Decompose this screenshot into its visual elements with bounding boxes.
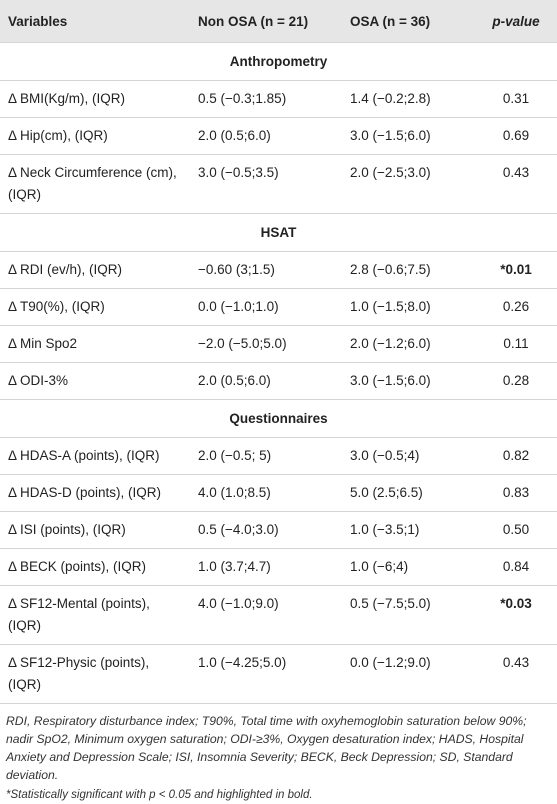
value-cell: 0.82 — [475, 437, 557, 475]
variable-cell: Δ BECK (points), (IQR) — [0, 548, 190, 586]
variable-cell: Δ ISI (points), (IQR) — [0, 511, 190, 549]
value-cell: 0.5 (−4.0;3.0) — [190, 511, 342, 549]
value-cell: 0.43 — [475, 154, 557, 214]
value-cell: 0.28 — [475, 362, 557, 400]
value-cell: 2.0 (−0.5; 5) — [190, 437, 342, 475]
value-cell: 2.0 (−1.2;6.0) — [342, 325, 475, 363]
value-cell: −0.60 (3;1.5) — [190, 251, 342, 289]
value-cell: 1.0 (−3.5;1) — [342, 511, 475, 549]
value-cell: *0.01 — [475, 251, 557, 289]
data-row: Δ HDAS-A (points), (IQR) 2.0 (−0.5; 5) 3.0… — [0, 437, 557, 475]
value-cell: 0.69 — [475, 117, 557, 155]
value-cell: 3.0 (−0.5;4) — [342, 437, 475, 475]
variable-cell: Δ ODI-3% — [0, 362, 190, 400]
section-title: Anthropometry — [0, 42, 557, 81]
data-row: Δ SF12-Physic (points), (IQR) 1.0 (−4.25;… — [0, 644, 557, 704]
data-row: Δ Min Spo2 −2.0 (−5.0;5.0) 2.0 (−1.2;6.0) 0… — [0, 325, 557, 363]
value-cell: 2.0 (0.5;6.0) — [190, 362, 342, 400]
value-cell: 0.84 — [475, 548, 557, 586]
variable-cell: Δ HDAS-D (points), (IQR) — [0, 474, 190, 512]
value-cell: 0.83 — [475, 474, 557, 512]
value-cell: 1.0 (−6;4) — [342, 548, 475, 586]
value-cell: *0.03 — [475, 585, 557, 645]
header-cell: Variables — [0, 0, 190, 43]
data-row: Δ BECK (points), (IQR) 1.0 (3.7;4.7) 1.0 (… — [0, 548, 557, 586]
data-row: Δ HDAS-D (points), (IQR) 4.0 (1.0;8.5) 5.0… — [0, 474, 557, 512]
value-cell: 1.0 (−1.5;8.0) — [342, 288, 475, 326]
header-cell: Non OSA (n = 21) — [190, 0, 342, 43]
data-row: Δ SF12-Mental (points), (IQR) 4.0 (−1.0;9… — [0, 585, 557, 645]
variable-cell: Δ SF12-Physic (points), (IQR) — [0, 644, 190, 704]
variable-cell: Δ T90(%), (IQR) — [0, 288, 190, 326]
value-cell: 1.0 (−4.25;5.0) — [190, 644, 342, 704]
value-cell: 2.0 (−2.5;3.0) — [342, 154, 475, 214]
variable-cell: Δ RDI (ev/h), (IQR) — [0, 251, 190, 289]
value-cell: 0.31 — [475, 80, 557, 118]
value-cell: 1.0 (3.7;4.7) — [190, 548, 342, 586]
table-body: Anthropometry Δ BMI(Kg/m), (IQR) 0.5 (−0.3… — [0, 42, 557, 704]
section-row: Anthropometry — [0, 42, 557, 81]
variable-cell: Δ HDAS-A (points), (IQR) — [0, 437, 190, 475]
value-cell: −2.0 (−5.0;5.0) — [190, 325, 342, 363]
footnotes: RDI, Respiratory disturbance index; T90%… — [0, 704, 557, 804]
value-cell: 5.0 (2.5;6.5) — [342, 474, 475, 512]
header-cell: OSA (n = 36) — [342, 0, 475, 43]
data-row: Δ Neck Circumference (cm), (IQR) 3.0 (−0.… — [0, 154, 557, 214]
footnote: RDI, Respiratory disturbance index; T90%… — [6, 714, 527, 782]
header-cell: p-value — [475, 0, 557, 43]
value-cell: 0.26 — [475, 288, 557, 326]
value-cell: 1.4 (−0.2;2.8) — [342, 80, 475, 118]
value-cell: 3.0 (−1.5;6.0) — [342, 117, 475, 155]
value-cell: 2.8 (−0.6;7.5) — [342, 251, 475, 289]
value-cell: 0.43 — [475, 644, 557, 704]
section-title: HSAT — [0, 213, 557, 252]
data-row: Δ Hip(cm), (IQR) 2.0 (0.5;6.0) 3.0 (−1.5;6… — [0, 117, 557, 155]
value-cell: 0.5 (−7.5;5.0) — [342, 585, 475, 645]
data-row: Δ ODI-3% 2.0 (0.5;6.0) 3.0 (−1.5;6.0) 0.28 — [0, 362, 557, 400]
value-cell: 2.0 (0.5;6.0) — [190, 117, 342, 155]
header-row: Variables Non OSA (n = 21) OSA (n = 36) p-v… — [0, 0, 557, 43]
value-cell: 3.0 (−1.5;6.0) — [342, 362, 475, 400]
value-cell: 0.11 — [475, 325, 557, 363]
section-row: Questionnaires — [0, 399, 557, 438]
variable-cell: Δ BMI(Kg/m), (IQR) — [0, 80, 190, 118]
value-cell: 0.0 (−1.2;9.0) — [342, 644, 475, 704]
data-row: Δ BMI(Kg/m), (IQR) 0.5 (−0.3;1.85) 1.4 (−0… — [0, 80, 557, 118]
value-cell: 3.0 (−0.5;3.5) — [190, 154, 342, 214]
value-cell: 0.50 — [475, 511, 557, 549]
data-row: Δ RDI (ev/h), (IQR) −0.60 (3;1.5) 2.8 (−0.… — [0, 251, 557, 289]
data-row: Δ T90(%), (IQR) 0.0 (−1.0;1.0) 1.0 (−1.5;8… — [0, 288, 557, 326]
variable-cell: Δ Min Spo2 — [0, 325, 190, 363]
section-row: HSAT — [0, 213, 557, 252]
value-cell: 4.0 (−1.0;9.0) — [190, 585, 342, 645]
variable-cell: Δ Neck Circumference (cm), (IQR) — [0, 154, 190, 214]
data-row: Δ ISI (points), (IQR) 0.5 (−4.0;3.0) 1.0 (… — [0, 511, 557, 549]
footnote: *Statistically significant with p < 0.05… — [6, 789, 313, 801]
value-cell: 4.0 (1.0;8.5) — [190, 474, 342, 512]
value-cell: 0.5 (−0.3;1.85) — [190, 80, 342, 118]
variable-cell: Δ Hip(cm), (IQR) — [0, 117, 190, 155]
results-table: Variables Non OSA (n = 21) OSA (n = 36) p-v… — [0, 0, 557, 704]
section-title: Questionnaires — [0, 399, 557, 438]
value-cell: 0.0 (−1.0;1.0) — [190, 288, 342, 326]
variable-cell: Δ SF12-Mental (points), (IQR) — [0, 585, 190, 645]
